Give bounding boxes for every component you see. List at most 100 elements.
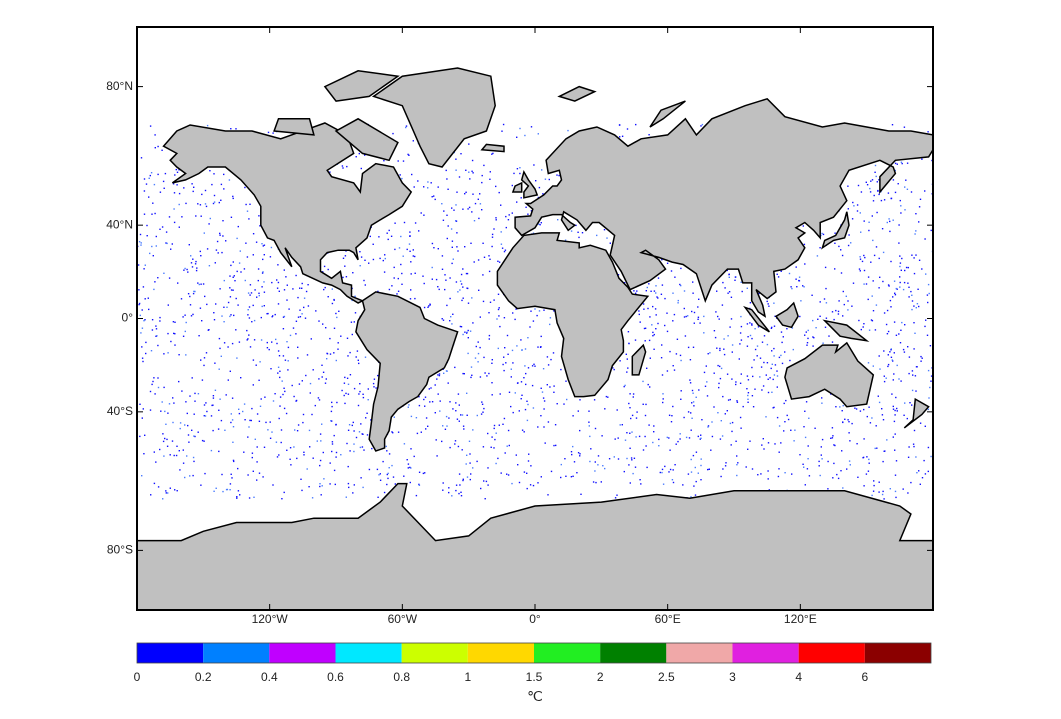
observation-dot — [322, 451, 324, 454]
observation-dot — [279, 405, 281, 407]
observation-dot — [232, 195, 234, 198]
observation-dot — [830, 437, 832, 439]
observation-dot — [472, 429, 474, 431]
observation-dot — [889, 351, 891, 353]
observation-dot — [747, 379, 750, 381]
observation-dot — [305, 374, 307, 377]
observation-dot — [761, 389, 763, 391]
observation-dot — [798, 276, 801, 278]
observation-dot — [288, 308, 290, 310]
observation-dot — [175, 168, 177, 171]
observation-dot — [408, 243, 411, 245]
observation-dot — [390, 235, 393, 237]
observation-dot — [329, 483, 331, 485]
observation-dot — [293, 446, 295, 448]
observation-dot — [870, 319, 873, 321]
observation-dot — [560, 463, 562, 466]
observation-dot — [908, 446, 910, 448]
observation-dot — [534, 308, 536, 310]
observation-dot — [169, 454, 171, 456]
observation-dot — [397, 160, 399, 162]
observation-dot — [893, 420, 896, 423]
observation-dot — [248, 426, 250, 428]
observation-dot — [918, 259, 921, 261]
observation-dot — [804, 334, 806, 336]
observation-dot — [498, 307, 500, 309]
observation-dot — [906, 188, 909, 190]
landmass — [137, 482, 933, 610]
observation-dot — [408, 154, 410, 156]
observation-dot — [896, 410, 898, 412]
observation-dot — [697, 318, 699, 320]
observation-dot — [414, 297, 416, 300]
observation-dot — [872, 490, 875, 492]
observation-dot — [668, 414, 671, 416]
observation-dot — [892, 179, 895, 181]
observation-dot — [140, 332, 142, 334]
observation-dot — [512, 362, 514, 364]
observation-dot — [870, 261, 872, 263]
observation-dot — [729, 422, 732, 425]
observation-dot — [289, 334, 292, 337]
observation-dot — [182, 449, 184, 451]
observation-dot — [423, 214, 425, 216]
observation-dot — [871, 494, 873, 497]
observation-dot — [514, 318, 516, 321]
observation-dot — [362, 486, 364, 489]
observation-dot — [856, 210, 859, 212]
observation-dot — [514, 392, 516, 394]
observation-dot — [693, 322, 695, 324]
observation-dot — [391, 285, 393, 287]
landmass — [511, 181, 523, 193]
observation-dot — [455, 158, 457, 160]
observation-dot — [627, 367, 629, 369]
observation-dot — [837, 313, 840, 315]
observation-dot — [630, 417, 632, 420]
observation-dot — [269, 437, 272, 439]
observation-dot — [786, 328, 788, 330]
observation-dot — [666, 262, 669, 264]
observation-dot — [333, 469, 336, 472]
observation-dot — [534, 365, 536, 367]
observation-dot — [259, 225, 261, 227]
observation-dot — [652, 335, 654, 337]
observation-dot — [243, 268, 246, 270]
observation-dot — [804, 410, 806, 412]
observation-dot — [272, 132, 274, 134]
landmass — [334, 117, 399, 162]
observation-dot — [697, 435, 699, 438]
observation-dot — [422, 472, 425, 475]
observation-dot — [495, 185, 497, 188]
observation-dot — [277, 303, 280, 305]
observation-dot — [267, 312, 269, 315]
x-tick-label: 60°W — [388, 612, 418, 626]
observation-dot — [505, 215, 507, 218]
observation-dot — [691, 389, 694, 392]
observation-dot — [664, 465, 666, 468]
observation-dot — [661, 284, 664, 286]
observation-dot — [502, 123, 505, 126]
observation-dot — [910, 290, 912, 293]
observation-dot — [752, 375, 754, 378]
observation-dot — [185, 354, 187, 356]
observation-dot — [723, 353, 726, 356]
colorbar: 0 0.2 0.4 0.6 0.8 1 1.5 2 2.5 3 4 6 — [134, 642, 932, 684]
observation-dot — [480, 487, 482, 490]
observation-dot — [495, 432, 497, 434]
observation-dot — [295, 400, 297, 402]
observation-dot — [245, 242, 247, 244]
observation-dot — [481, 181, 483, 184]
observation-dot — [355, 356, 357, 358]
observation-dot — [807, 458, 809, 460]
observation-dot — [805, 401, 808, 403]
observation-dot — [172, 397, 174, 399]
observation-dot — [842, 487, 844, 489]
observation-dot — [894, 449, 896, 451]
observation-dot — [871, 179, 874, 181]
observation-dot — [502, 423, 504, 425]
observation-dot — [407, 153, 409, 156]
observation-dot — [709, 352, 711, 354]
observation-dot — [852, 282, 855, 284]
observation-dot — [153, 183, 156, 186]
